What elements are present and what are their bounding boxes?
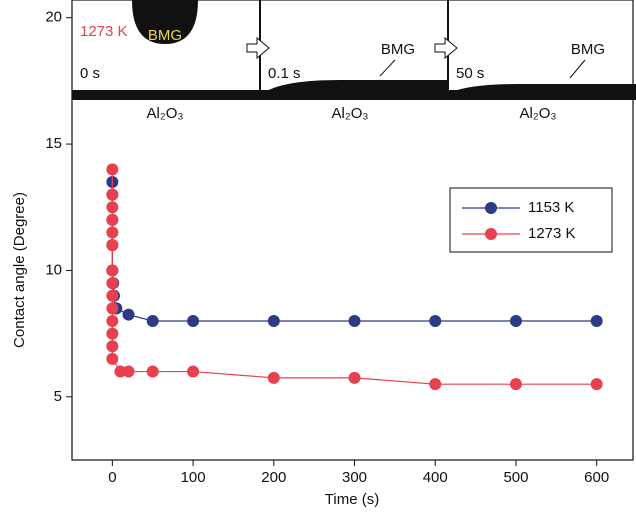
- data-point: [106, 314, 119, 327]
- data-point: [106, 264, 119, 277]
- data-point: [429, 314, 442, 327]
- droplet: [132, 0, 198, 44]
- data-point: [187, 365, 200, 378]
- data-point: [106, 201, 119, 214]
- data-point: [106, 188, 119, 201]
- spread-drop: [265, 80, 448, 92]
- plot-frame: [71, 0, 634, 461]
- data-point: [267, 371, 280, 384]
- inset-bmg: BMG: [381, 41, 415, 58]
- inset-bmg: BMG: [571, 41, 605, 58]
- x-axis-label: Time (s): [325, 491, 379, 508]
- y-tick-label: 15: [45, 135, 62, 152]
- x-tick-label: 200: [261, 469, 286, 486]
- inset-substrate: Al₂O₃: [520, 105, 557, 122]
- data-point: [348, 314, 361, 327]
- data-point: [106, 277, 119, 290]
- legend-label: 1273 K: [528, 225, 576, 242]
- legend-label: 1153 K: [528, 199, 574, 216]
- inset: 1273 K BMG 0 s 0.1 s 50 s BMG BMG Al₂O₃ …: [72, 0, 636, 122]
- legend-box: [449, 187, 613, 253]
- x-tick-label: 400: [423, 469, 448, 486]
- data-point: [106, 340, 119, 353]
- data-point: [106, 163, 119, 176]
- data-point: [590, 378, 603, 391]
- data-point: [106, 352, 119, 365]
- pointer: [569, 59, 586, 79]
- data-point: [106, 213, 119, 226]
- legend-marker: [485, 228, 497, 240]
- data-point: [106, 302, 119, 315]
- pointer: [379, 59, 396, 77]
- y-axis-label: Contact angle (Degree): [11, 192, 28, 348]
- inset-substrate: Al₂O₃: [332, 105, 369, 122]
- x-tick-label: 500: [503, 469, 528, 486]
- data-point: [509, 314, 522, 327]
- data-point: [348, 371, 361, 384]
- inset-substrate: Al₂O₃: [147, 105, 184, 122]
- x-tick-label: 600: [584, 469, 609, 486]
- inset-bmg: BMG: [148, 27, 182, 44]
- data-point: [267, 314, 280, 327]
- y-tick-label: 10: [45, 261, 62, 278]
- data-point: [122, 308, 135, 321]
- inset-temperature: 1273 K: [80, 23, 128, 40]
- y-tick-label: 5: [54, 388, 62, 405]
- data-point: [122, 365, 135, 378]
- y-tick-label: 20: [45, 9, 62, 26]
- inset-time: 0 s: [80, 65, 100, 82]
- data-point: [106, 226, 119, 239]
- x-tick-label: 100: [181, 469, 206, 486]
- arrow: [246, 36, 270, 60]
- data-point: [146, 314, 159, 327]
- data-point: [590, 314, 603, 327]
- data-point: [106, 327, 119, 340]
- x-tick-label: 300: [342, 469, 367, 486]
- legend-marker: [485, 202, 497, 214]
- data-point: [106, 289, 119, 302]
- data-point: [187, 314, 200, 327]
- data-point: [106, 239, 119, 252]
- data-point: [509, 378, 522, 391]
- x-tick-label: 0: [108, 469, 116, 486]
- inset-time: 0.1 s: [268, 65, 301, 82]
- inset-time: 50 s: [456, 65, 484, 82]
- data-point: [146, 365, 159, 378]
- substrate-bar: [72, 90, 636, 100]
- arrow: [434, 36, 458, 60]
- data-point: [429, 378, 442, 391]
